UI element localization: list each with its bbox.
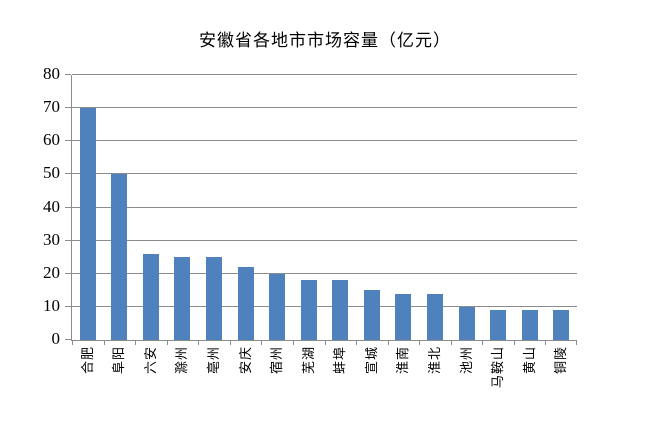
- gridline: [72, 206, 577, 208]
- x-axis-tick: [292, 341, 294, 345]
- x-axis-label-cell: 六安: [135, 346, 167, 426]
- y-axis-tick: [65, 272, 71, 274]
- x-axis-tick: [576, 341, 577, 345]
- y-axis-tick-label: 20: [43, 262, 60, 282]
- x-axis-label: 合肥: [79, 346, 95, 375]
- y-axis-tick-label: 30: [43, 229, 60, 249]
- x-axis-label: 铜陵: [553, 346, 569, 375]
- y-axis-tick-label: 70: [43, 97, 60, 117]
- x-axis-tick: [513, 341, 515, 345]
- x-axis-label: 宿州: [269, 346, 285, 375]
- x-axis-label: 亳州: [206, 346, 222, 375]
- x-axis-tick: [356, 341, 358, 345]
- x-axis-label-cell: 黄山: [514, 346, 546, 426]
- bar: [79, 108, 96, 340]
- x-axis-tick: [198, 341, 200, 345]
- x-axis-label: 滁州: [174, 346, 190, 375]
- x-axis-tick: [387, 341, 389, 345]
- x-axis-label-cell: 阜阳: [104, 346, 136, 426]
- x-axis-label-cell: 芜湖: [293, 346, 325, 426]
- x-axis-label: 黄山: [521, 346, 537, 375]
- bar: [458, 306, 475, 340]
- bar: [521, 310, 538, 340]
- x-axis-tick: [135, 341, 137, 345]
- x-axis-label-cell: 淮南: [388, 346, 420, 426]
- x-axis-label-cell: 马鞍山: [482, 346, 514, 426]
- x-axis-label: 六安: [142, 346, 158, 375]
- x-axis-label: 马鞍山: [490, 346, 506, 389]
- x-axis-tick: [450, 341, 452, 345]
- x-axis-label-cell: 滁州: [167, 346, 199, 426]
- x-axis-label-cell: 蚌埠: [325, 346, 357, 426]
- chart-title: 安徽省各地市市场容量（亿元）: [199, 31, 451, 50]
- bar: [206, 257, 223, 340]
- y-axis-line: [71, 75, 72, 341]
- gridline: [72, 239, 577, 241]
- x-axis-tick: [419, 341, 421, 345]
- gridline: [72, 107, 577, 109]
- gridline: [72, 140, 577, 142]
- y-axis-tick-label: 40: [43, 196, 60, 216]
- x-axis-tick: [166, 341, 168, 345]
- y-axis-tick: [65, 339, 71, 340]
- y-axis-labels: 0 10 20 30 40 50 60 70 80: [0, 65, 60, 348]
- x-axis-label-cell: 宿州: [261, 346, 293, 426]
- x-axis-tick: [72, 341, 73, 345]
- x-axis-label-cell: 合肥: [72, 346, 104, 426]
- y-axis-tick-label: 10: [43, 295, 60, 315]
- bar: [363, 290, 380, 340]
- x-axis-label-cell: 安庆: [230, 346, 262, 426]
- x-axis-labels: 合肥 阜阳 六安 滁州 亳州 安庆 宿州 芜湖 蚌埠 宣城 淮南 淮北 池州 马鞍山 黄山 铜陵: [72, 346, 577, 426]
- x-axis-label: 淮南: [395, 346, 411, 375]
- gridline: [72, 74, 577, 75]
- bar: [111, 174, 128, 340]
- x-axis-label: 淮北: [426, 346, 442, 375]
- y-axis-tick-label: 60: [43, 130, 60, 150]
- x-axis-tick: [482, 341, 484, 345]
- bar: [269, 273, 286, 340]
- y-axis-tick: [65, 107, 71, 109]
- x-axis-label: 芜湖: [300, 346, 316, 375]
- gridline: [72, 272, 577, 274]
- y-axis-tick: [65, 305, 71, 307]
- x-axis-label-cell: 池州: [451, 346, 483, 426]
- x-axis-label: 阜阳: [111, 346, 127, 375]
- plot-area: [65, 74, 577, 345]
- y-axis-tick: [65, 173, 71, 175]
- x-axis-tick: [229, 341, 231, 345]
- x-axis-label: 安庆: [237, 346, 253, 375]
- x-axis-label-cell: 亳州: [198, 346, 230, 426]
- y-axis-tick-label: 0: [51, 329, 61, 348]
- x-axis-tick: [261, 341, 263, 345]
- x-axis-tick: [103, 341, 105, 345]
- bar: [490, 310, 507, 340]
- bar: [237, 267, 254, 340]
- x-axis-label: 蚌埠: [332, 346, 348, 375]
- x-axis-label: 宣城: [363, 346, 379, 375]
- x-axis-label-cell: 铜陵: [545, 346, 577, 426]
- y-axis-tick: [65, 239, 71, 241]
- bar: [553, 310, 570, 340]
- x-axis-tick: [324, 341, 326, 345]
- bar: [174, 257, 191, 340]
- x-axis-label: 池州: [458, 346, 474, 375]
- y-axis-tick-label: 50: [43, 163, 60, 183]
- y-axis-tick: [65, 206, 71, 208]
- bar: [395, 293, 412, 340]
- x-axis-tick: [545, 341, 547, 345]
- y-axis-tick-label: 80: [43, 64, 60, 83]
- bar: [300, 280, 317, 340]
- y-axis-tick: [65, 74, 71, 75]
- gridline: [72, 305, 577, 307]
- bar: [142, 253, 159, 340]
- x-axis-label-cell: 淮北: [419, 346, 451, 426]
- y-axis-tick: [65, 140, 71, 142]
- x-axis-label-cell: 宣城: [356, 346, 388, 426]
- x-axis-line: [71, 340, 577, 341]
- gridline: [72, 173, 577, 175]
- bar: [332, 280, 349, 340]
- bar: [426, 293, 443, 340]
